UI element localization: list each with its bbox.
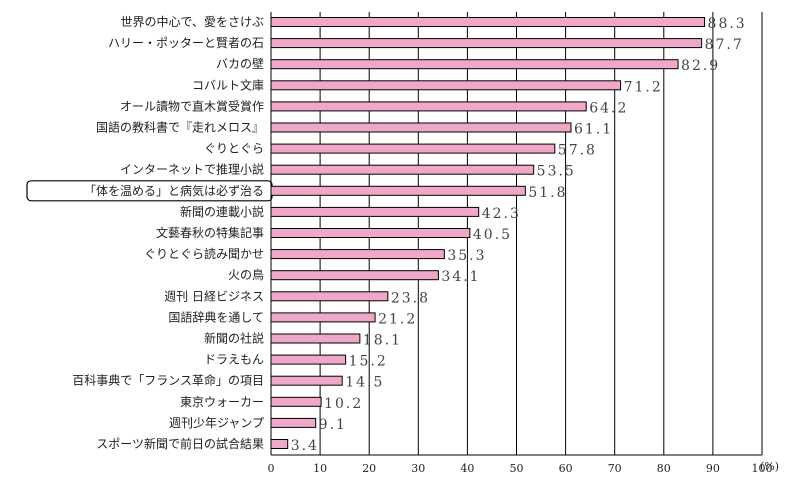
- category-label: オール讀物で直木賞受賞作: [120, 99, 264, 113]
- bar: [270, 291, 389, 302]
- bar: [270, 375, 343, 386]
- bar: [270, 143, 556, 154]
- data-label: 88.3: [708, 16, 747, 32]
- category-label: 国語辞典を通して: [168, 309, 264, 324]
- bar: [270, 439, 289, 449]
- bar: [270, 354, 347, 365]
- data-label: 87.7: [705, 37, 744, 53]
- x-tick-label: 20: [362, 462, 376, 475]
- data-label: 23.8: [391, 290, 430, 306]
- data-label: 9.1: [319, 417, 347, 433]
- data-label: 14.5: [345, 375, 384, 391]
- data-label: 51.8: [528, 185, 567, 201]
- bar: [270, 228, 471, 238]
- category-label: 週刊 日経ビジネス: [164, 289, 264, 303]
- data-label: 61.1: [574, 122, 613, 138]
- x-tick-label: 60: [559, 462, 573, 475]
- category-label: 東京ウォーカー: [180, 395, 264, 409]
- value-labels: 88.3 87.7 82.9 71.2 64.2 61.1 57.8 53.5 51.8 42.3…: [291, 16, 747, 454]
- bar: [270, 312, 376, 323]
- bar: [270, 164, 535, 175]
- x-tick-label: 90: [706, 462, 720, 475]
- bar: [270, 17, 706, 27]
- x-tick-label: 80: [657, 462, 671, 475]
- category-label: スポーツ新聞で前日の試合結果: [96, 436, 264, 451]
- category-label: ぐりとぐら: [204, 142, 264, 156]
- category-label: 文藝春秋の特集記事: [156, 225, 264, 240]
- x-tick-label: 70: [608, 462, 622, 475]
- category-label: 新聞の連載小説: [180, 204, 264, 219]
- bar: [270, 59, 679, 70]
- bar: [270, 122, 572, 133]
- x-tick-label: 30: [411, 462, 425, 475]
- category-label: インターネットで推理小説: [120, 162, 264, 177]
- data-label: 3.4: [291, 438, 319, 454]
- category-label: 火の鳥: [228, 267, 264, 282]
- bar: [270, 101, 587, 112]
- category-label: 「体を温める」と病気は必ず治る: [84, 183, 264, 198]
- bar: [270, 206, 480, 217]
- category-label: 世界の中心で、愛をさけぶ: [120, 14, 264, 29]
- category-label: 週刊少年ジャンプ: [169, 416, 264, 430]
- bar: [270, 270, 439, 281]
- category-label: 新聞の社説: [204, 331, 264, 346]
- bar: [270, 249, 445, 260]
- category-label: ドラえもん: [204, 353, 264, 367]
- category-label: ぐりとぐら読み聞かせ: [144, 246, 264, 261]
- bar: [270, 185, 526, 196]
- data-label: 40.5: [473, 227, 512, 243]
- category-labels: 世界の中心で、愛をさけぶハリー・ポッターと賢者の石バカの壁コバルト文庫オール讀物…: [72, 14, 264, 451]
- data-label: 71.2: [624, 79, 663, 95]
- data-label: 64.2: [589, 100, 628, 116]
- data-label: 15.2: [349, 354, 388, 370]
- data-label: 82.9: [681, 58, 720, 74]
- x-axis-ticks: 0 10 20 30 40 50 60 70 80 90 100: [268, 462, 773, 475]
- data-label: 10.2: [324, 396, 363, 412]
- category-label: バカの壁: [216, 56, 264, 71]
- category-label: コバルト文庫: [192, 77, 264, 92]
- bar: [270, 417, 317, 428]
- category-label: 百科事典で「フランス革命」の項目: [72, 373, 264, 388]
- x-tick-label: 0: [268, 462, 275, 475]
- data-label: 18.1: [363, 333, 402, 349]
- x-tick-label: 50: [510, 462, 524, 475]
- bar: [270, 38, 703, 49]
- category-label: 国語の教科書で『走れメロス』: [96, 120, 264, 135]
- data-label: 21.2: [378, 311, 417, 327]
- data-label: 34.1: [441, 269, 480, 285]
- x-axis-unit-label: (%): [760, 460, 779, 473]
- category-label: ハリー・ポッターと賢者の石: [108, 36, 264, 50]
- bars: [270, 17, 706, 449]
- data-label: 35.3: [447, 248, 486, 264]
- data-label: 42.3: [482, 206, 521, 222]
- data-label: 53.5: [537, 164, 576, 180]
- bar: [270, 396, 322, 407]
- x-tick-label: 100: [752, 462, 773, 475]
- data-label: 57.8: [558, 143, 597, 159]
- bar: [270, 333, 361, 344]
- x-tick-label: 10: [313, 462, 327, 475]
- bar: [270, 80, 622, 91]
- x-tick-label: 40: [460, 462, 474, 475]
